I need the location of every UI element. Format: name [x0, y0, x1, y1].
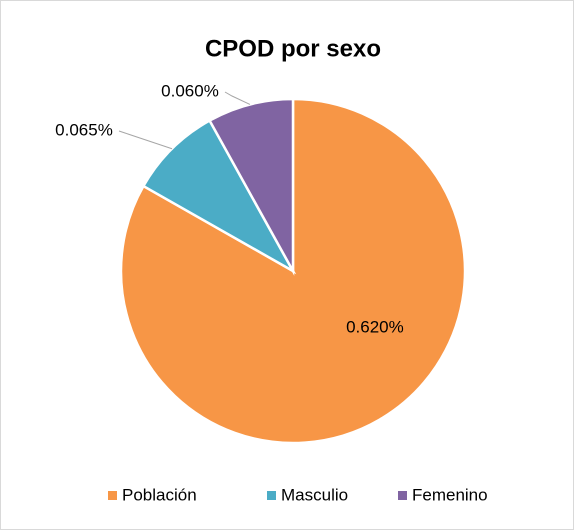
leader-line	[224, 91, 251, 105]
data-label: 0.620%	[346, 318, 404, 337]
data-label: 0.065%	[55, 120, 113, 139]
legend-swatch	[108, 491, 117, 500]
legend-swatch	[398, 491, 407, 500]
data-label: 0.060%	[161, 81, 219, 100]
legend-swatch	[267, 491, 276, 500]
legend-label: Masculio	[281, 485, 348, 504]
chart-title: CPOD por sexo	[205, 35, 381, 62]
pie-slice	[141, 118, 297, 275]
legend-label: Población	[122, 485, 197, 504]
leader-line	[118, 130, 173, 150]
legend-label: Femenino	[412, 485, 488, 504]
